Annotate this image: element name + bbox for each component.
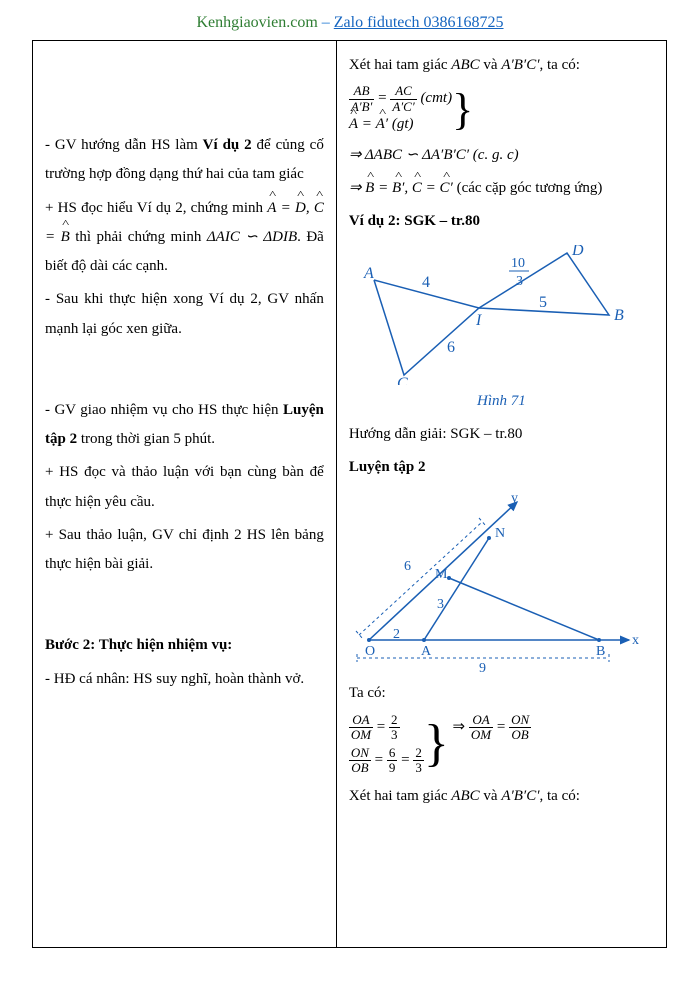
right-column: Xét hai tam giác ABC và A′B′C′, ta có: A… [337,41,666,947]
imply2: ⇒ B = B′, C = C′ (các cặp góc tương ứng) [349,174,654,203]
hdg: Hướng dẫn giải: SGK – tr.80 [349,420,654,449]
step-label: Bước 2: Thực hiện nhiệm vụ: [45,631,324,660]
text: + HS đọc hiểu Ví dụ 2, chứng minh [45,200,267,216]
cmt: (cmt) [420,90,452,106]
label-y: y [511,491,518,506]
left-p4: - GV giao nhiệm vụ cho HS thực hiện Luyệ… [45,396,324,455]
label-5: 5 [539,294,547,311]
right-intro: Xét hai tam giác ABC và A′B′C′, ta có: [349,51,654,80]
math: ΔAIC ∽ ΔDIB [207,229,297,245]
fig71-caption: Hình 71 [349,387,654,416]
text: và [480,57,502,73]
lt2-title: Luyện tập 2 [349,453,654,482]
figure-71: A B C D I 4 5 6 10 3 Hình 71 [349,245,654,416]
text: (các cặp góc tương ứng) [453,180,603,196]
label-6: 6 [447,339,455,356]
bold: Ví dụ 2: SGK – tr.80 [349,213,480,229]
label-A: A [363,265,374,282]
label-D: D [571,245,584,259]
left-p2: + HS đọc hiểu Ví dụ 2, chứng minh A = D,… [45,194,324,282]
vd2-title: Ví dụ 2: SGK – tr.80 [349,207,654,236]
label-B: B [614,307,624,324]
content-table: - GV hướng dẫn HS làm Ví dụ 2 để củng cố… [32,40,667,948]
figure-lt2: O A B M N x y 2 3 6 9 [349,490,654,675]
label-2: 2 [393,627,400,642]
zalo-link[interactable]: Zalo fidutech 0386168725 [334,14,504,31]
label-6: 6 [404,559,411,574]
label-O: O [365,644,375,659]
label-C: C [397,375,408,385]
imply1: ⇒ ΔABC ∽ ΔA′B′C′ (c. g. c) [349,141,654,170]
math-block-1: ABA′B′ = ACA′C′ (cmt) A = A′ (gt) } [349,84,654,135]
text: , ta có: [540,788,580,804]
page-header: Kenhgiaovien.com – Zalo fidutech 0386168… [0,0,700,40]
fig71-svg: A B C D I 4 5 6 10 3 [349,245,639,385]
brand-text: Kenhgiaovien.com [196,14,317,31]
left-p6: + Sau thảo luận, GV chỉ định 2 HS lên bả… [45,521,324,580]
gt: (gt) [388,116,413,132]
math: A′B′C′ [501,57,539,73]
text: - GV giao nhiệm vụ cho HS thực hiện [45,402,283,418]
left-column: - GV hướng dẫn HS làm Ví dụ 2 để củng cố… [33,41,337,947]
label-3: 3 [437,597,444,612]
frac-num: 10 [511,256,525,271]
bold: Luyện tập 2 [349,459,426,475]
taco: Ta có: [349,679,654,708]
text: thì phải chứng minh [70,229,207,245]
brace-icon: } [452,88,473,132]
brace-icon: } [424,718,449,770]
label-A: A [421,644,432,659]
left-p1: - GV hướng dẫn HS làm Ví dụ 2 để củng cố… [45,131,324,190]
math-block-2: OAOM = 23 ONOB = 69 = 23 } ⇒ OAOM = ONOB [349,713,654,776]
math: ABC [451,788,479,804]
label-N: N [495,526,505,541]
implies: ⇒ [453,719,469,735]
math: A′B′C′ [501,788,539,804]
text: trong thời gian 5 phút. [77,431,215,447]
label-x: x [632,633,639,648]
label-9: 9 [479,661,486,675]
math: ABC [451,57,479,73]
text: - GV hướng dẫn HS làm [45,137,203,153]
text: Xét hai tam giác [349,57,451,73]
left-p7: - HĐ cá nhân: HS suy nghĩ, hoàn thành vở… [45,665,324,694]
frac-den: 3 [516,274,523,289]
left-p3: - Sau khi thực hiện xong Ví dụ 2, GV nhấ… [45,285,324,344]
right-final: Xét hai tam giác ABC và A′B′C′, ta có: [349,782,654,811]
label-M: M [435,567,448,582]
left-p5: + HS đọc và thảo luận với bạn cùng bàn đ… [45,458,324,517]
label-I: I [475,312,482,329]
fig2-svg: O A B M N x y 2 3 6 9 [349,490,639,675]
dash: – [318,14,334,31]
text: , ta có: [540,57,580,73]
text: và [480,788,502,804]
bold: Bước 2: Thực hiện nhiệm vụ: [45,637,232,653]
text: Xét hai tam giác [349,788,451,804]
label-B: B [596,644,605,659]
bold: Ví dụ 2 [203,137,252,153]
label-4: 4 [422,274,430,291]
